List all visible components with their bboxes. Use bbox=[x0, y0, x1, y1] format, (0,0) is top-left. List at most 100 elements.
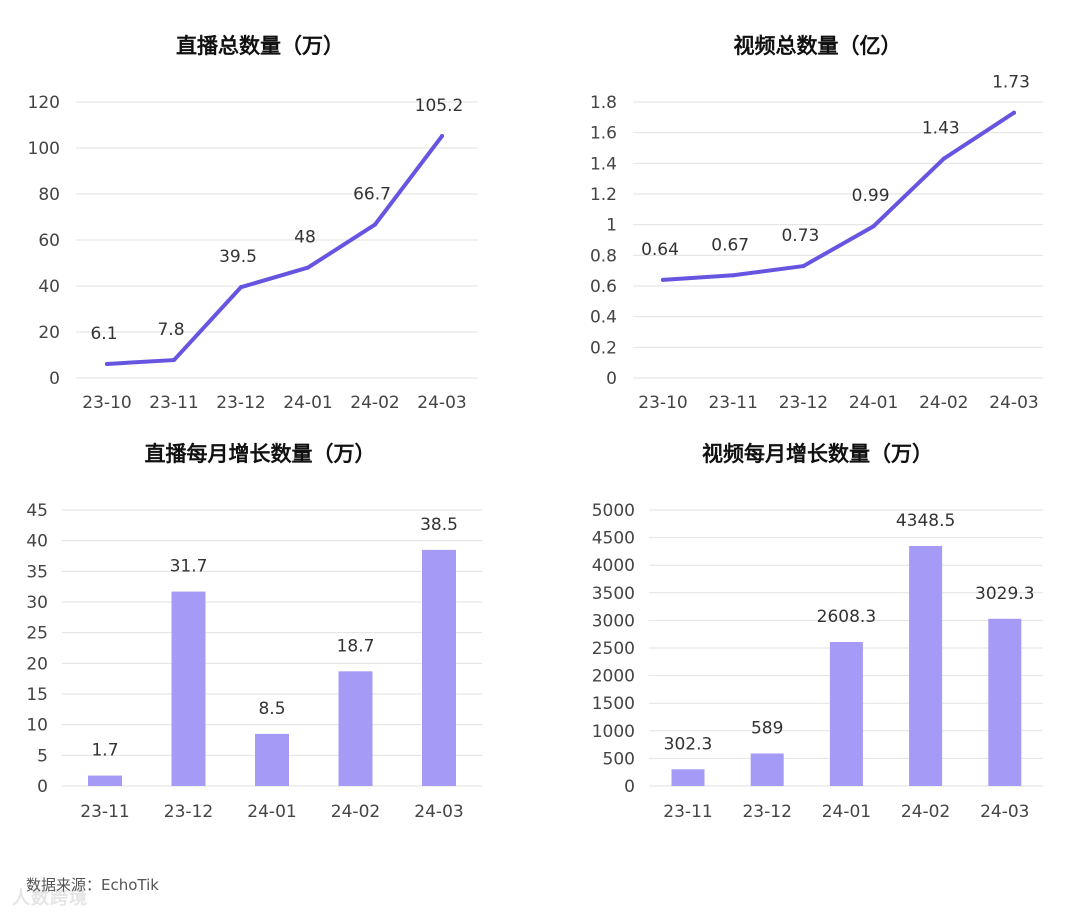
data-point bbox=[871, 224, 876, 229]
data-point bbox=[731, 273, 736, 278]
y-tick-label: 40 bbox=[26, 532, 48, 552]
series-line bbox=[661, 110, 1016, 282]
data-label: 8.5 bbox=[258, 699, 285, 719]
y-tick-label: 2500 bbox=[592, 639, 635, 659]
x-tick-label: 24-03 bbox=[417, 393, 466, 413]
chart-live-monthly: 直播每月增长数量（万） 0 5 10 15 20 25 30 35 40 45 23-11 23-12… bbox=[0, 430, 520, 850]
x-tick-label: 24-01 bbox=[849, 393, 898, 413]
y-tick-label: 2000 bbox=[592, 667, 635, 687]
y-tick-label: 20 bbox=[26, 654, 48, 674]
x-tick-label: 24-02 bbox=[331, 802, 380, 822]
bar bbox=[909, 545, 943, 786]
chart-title: 视频总数量（亿） bbox=[733, 34, 902, 58]
bar bbox=[422, 549, 456, 786]
y-tick-label: 60 bbox=[38, 231, 60, 251]
data-point bbox=[440, 134, 444, 139]
x-tick-label: 23-12 bbox=[216, 393, 265, 413]
x-tick-label: 24-03 bbox=[989, 393, 1038, 413]
data-point bbox=[1012, 110, 1016, 115]
y-tick-label: 15 bbox=[26, 685, 48, 705]
x-tick-label: 24-01 bbox=[822, 802, 871, 822]
y-tick-label: 45 bbox=[26, 501, 48, 521]
y-tick-label: 1.4 bbox=[590, 154, 617, 174]
y-tick-label: 0.2 bbox=[590, 338, 617, 358]
data-label: 39.5 bbox=[219, 247, 257, 267]
y-tick-label: 3500 bbox=[592, 584, 635, 604]
y-tick-label: 5 bbox=[37, 746, 48, 766]
x-tick-label: 24-03 bbox=[980, 802, 1029, 822]
data-label: 18.7 bbox=[337, 636, 375, 656]
chart-title: 直播每月增长数量（万） bbox=[144, 442, 376, 466]
x-tick-label: 23-11 bbox=[149, 393, 198, 413]
data-point bbox=[661, 277, 665, 282]
data-label: 4348.5 bbox=[896, 511, 955, 531]
x-tick-label: 24-01 bbox=[283, 393, 332, 413]
data-label: 0.73 bbox=[781, 226, 819, 246]
bar bbox=[988, 618, 1022, 786]
chart-svg: 0 20 40 60 80 100 120 23-10 23-11 23-12 24-01 24-02… bbox=[28, 93, 478, 413]
data-label: 1.73 bbox=[992, 73, 1030, 93]
y-tick-label: 1.8 bbox=[590, 93, 617, 113]
x-tick-label: 23-11 bbox=[80, 802, 129, 822]
x-tick-label: 23-12 bbox=[742, 802, 791, 822]
data-point bbox=[105, 361, 109, 366]
y-tick-label: 0 bbox=[49, 369, 60, 389]
chart-title: 视频每月增长数量（万） bbox=[702, 442, 933, 466]
chart-svg: 0 5 10 15 20 25 30 35 40 45 23-11 23-12 24-01 24-02 24… bbox=[26, 501, 482, 822]
y-tick-label: 0.8 bbox=[590, 246, 617, 266]
y-tick-label: 0 bbox=[606, 369, 617, 389]
bar bbox=[671, 769, 705, 786]
data-label: 2608.3 bbox=[817, 607, 876, 627]
y-tick-label: 0 bbox=[37, 777, 48, 797]
bar bbox=[338, 671, 373, 786]
data-label: 7.8 bbox=[157, 320, 184, 340]
data-label: 38.5 bbox=[420, 515, 458, 535]
chart-title: 直播总数量（万） bbox=[176, 34, 344, 58]
data-label: 31.7 bbox=[170, 557, 208, 577]
data-label: 3029.3 bbox=[975, 584, 1034, 604]
y-tick-label: 120 bbox=[28, 93, 60, 113]
data-label: 0.99 bbox=[852, 186, 890, 206]
y-tick-label: 35 bbox=[26, 562, 48, 582]
y-tick-label: 500 bbox=[603, 749, 635, 769]
y-tick-label: 4000 bbox=[592, 556, 635, 576]
chart-video-monthly: 视频每月增长数量（万） 0 500 1000 1500 2000 2500 3000 3500… bbox=[555, 430, 1080, 850]
data-label: 0.64 bbox=[641, 240, 679, 260]
y-tick-label: 1000 bbox=[592, 722, 635, 742]
y-tick-label: 4500 bbox=[592, 529, 635, 549]
x-tick-label: 24-02 bbox=[901, 802, 950, 822]
data-label: 589 bbox=[751, 718, 783, 738]
y-tick-label: 100 bbox=[28, 139, 60, 159]
y-tick-label: 0.4 bbox=[590, 308, 617, 328]
watermark: 人数跨境 bbox=[12, 888, 88, 909]
y-tick-label: 1.2 bbox=[590, 185, 617, 205]
y-tick-label: 5000 bbox=[592, 501, 635, 521]
y-tick-label: 1500 bbox=[592, 694, 635, 714]
data-point bbox=[941, 156, 946, 161]
data-point bbox=[306, 265, 310, 270]
bar bbox=[829, 642, 863, 786]
bar bbox=[750, 753, 784, 786]
x-tick-label: 23-10 bbox=[82, 393, 131, 413]
x-tick-label: 24-01 bbox=[247, 802, 296, 822]
y-tick-label: 25 bbox=[26, 624, 48, 644]
data-source-caption: 数据来源：EchoTik bbox=[26, 876, 159, 894]
y-tick-label: 0.6 bbox=[590, 277, 617, 297]
data-label: 0.67 bbox=[711, 235, 749, 255]
y-tick-label: 10 bbox=[26, 716, 48, 736]
chart-svg: 0 500 1000 1500 2000 2500 3000 3500 4000 4500 5000… bbox=[592, 501, 1043, 822]
data-label: 1.43 bbox=[922, 119, 960, 139]
y-tick-label: 30 bbox=[26, 593, 48, 613]
bar bbox=[255, 733, 289, 786]
chart-svg: 0 0.2 0.4 0.6 0.8 1 1.2 1.4 1.6 1.8 23-10 23-11 23-1… bbox=[590, 73, 1043, 413]
x-tick-label: 23-11 bbox=[708, 393, 757, 413]
chart-video-total: 视频总数量（亿） 0 0.2 0.4 0.6 0.8 1 1.2 1.4 1.6 1.8 23-10… bbox=[555, 0, 1080, 430]
data-label: 1.7 bbox=[91, 741, 118, 761]
x-tick-label: 24-02 bbox=[350, 393, 399, 413]
y-tick-label: 1.6 bbox=[590, 124, 617, 144]
data-label: 6.1 bbox=[90, 324, 117, 344]
data-point bbox=[373, 222, 377, 227]
y-tick-label: 80 bbox=[38, 185, 60, 205]
series-line bbox=[105, 134, 444, 366]
x-tick-label: 23-12 bbox=[779, 393, 828, 413]
